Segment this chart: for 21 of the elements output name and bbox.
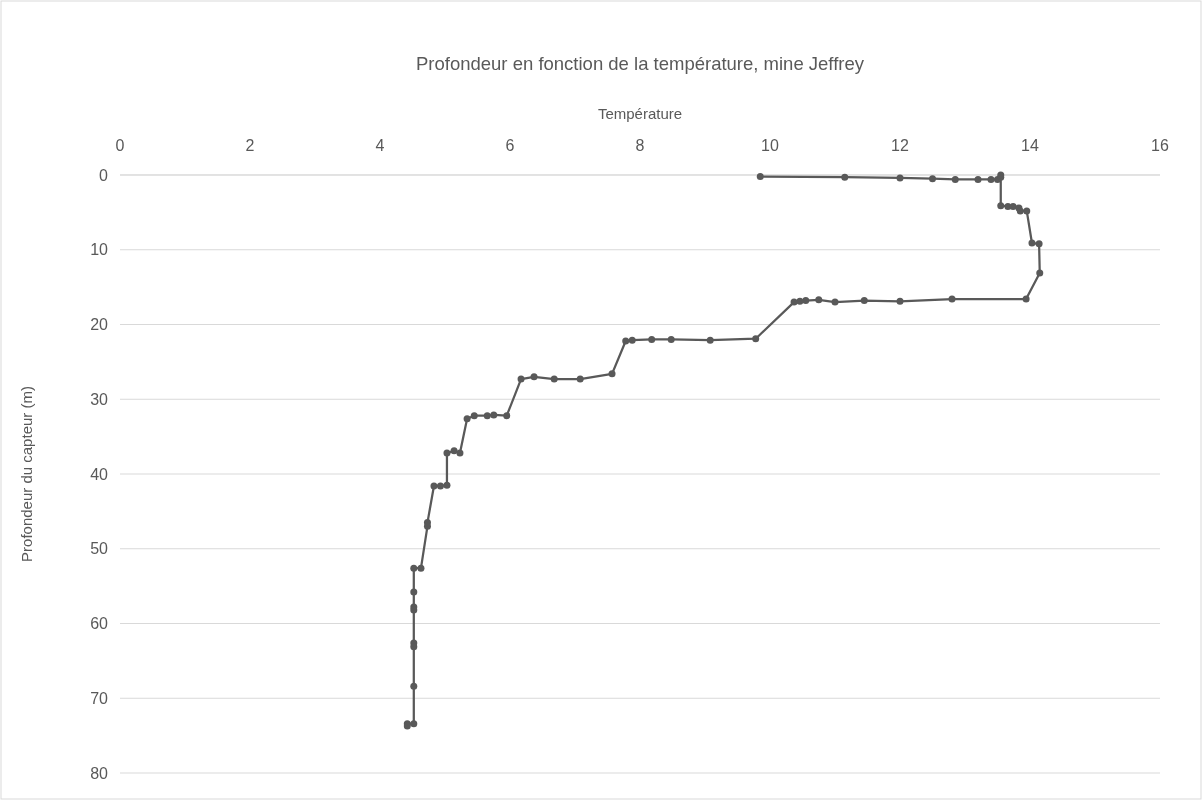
y-tick-label: 70 (90, 689, 109, 707)
y-tick-label: 10 (90, 241, 109, 259)
y-tick-label: 60 (90, 615, 109, 632)
x-tick-label: 4 (375, 137, 385, 154)
x-tick-label: 10 (761, 137, 779, 154)
x-tick-label: 14 (1021, 137, 1039, 154)
x-tick-label: 8 (635, 137, 645, 154)
x-tick-label: 2 (245, 137, 255, 154)
x-tick-label: 12 (891, 137, 909, 154)
y-tick-label: 40 (90, 465, 109, 483)
y-axis-title: Profondeur du capteur (m) (18, 386, 35, 562)
x-tick-label: 16 (1151, 137, 1169, 154)
y-tick-label: 80 (90, 764, 109, 782)
y-tick-label: 0 (99, 166, 109, 184)
y-tick-label: 30 (90, 390, 109, 408)
x-tick-label: 0 (115, 137, 125, 154)
y-tick-label: 50 (90, 540, 109, 558)
x-axis-title: Température (597, 105, 683, 122)
x-tick-label: 6 (505, 137, 515, 154)
y-tick-label: 20 (90, 316, 109, 333)
chart-title: Profondeur en fonction de la température, mine Jeffrey (415, 53, 865, 74)
